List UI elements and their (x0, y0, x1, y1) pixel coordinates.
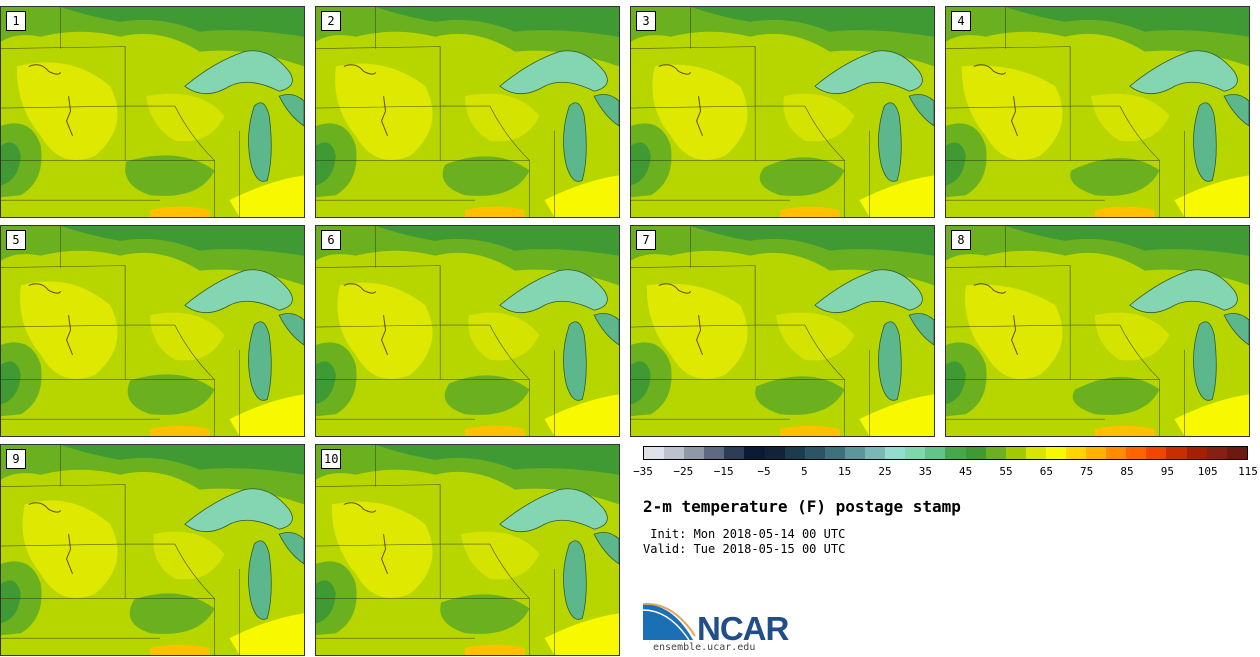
colorbar-tick-label: 25 (878, 465, 892, 478)
colorbar-tick-label: 35 (918, 465, 932, 478)
member-panel: 1 (0, 6, 305, 218)
member-panel: 2 (315, 6, 620, 218)
colorbar-segment (905, 447, 926, 459)
colorbar-tick-label: 85 (1120, 465, 1134, 478)
member-panel: 6 (315, 225, 620, 437)
temperature-map (1, 7, 304, 217)
panel-number: 5 (6, 230, 26, 250)
colorbar-segment (945, 447, 966, 459)
colorbar (643, 446, 1248, 460)
panel-number: 8 (951, 230, 971, 250)
colorbar-segment (1186, 447, 1207, 459)
temperature-map (946, 7, 1249, 217)
colorbar-segment (1146, 447, 1167, 459)
colorbar-segment (985, 447, 1006, 459)
colorbar-segment (965, 447, 986, 459)
colorbar-tick-label: 95 (1160, 465, 1174, 478)
colorbar-tick-label: 55 (999, 465, 1013, 478)
temperature-map (316, 7, 619, 217)
member-panel: 7 (630, 225, 935, 437)
init-time: Init: Mon 2018-05-14 00 UTC (643, 527, 846, 541)
panel-number: 10 (321, 449, 342, 469)
colorbar-segment (684, 447, 705, 459)
colorbar-ticks: −35 −25 −15 −5 5 15 25 35 45 55 65 75 85 95 105 115 (633, 465, 1258, 481)
temperature-map (631, 226, 934, 436)
panel-number: 1 (6, 11, 26, 31)
colorbar-tick-label: 45 (959, 465, 973, 478)
temperature-map (1, 445, 304, 655)
colorbar-tick-label: −25 (673, 465, 694, 478)
colorbar-segment (764, 447, 785, 459)
panel-number: 2 (321, 11, 341, 31)
colorbar-segment (824, 447, 845, 459)
colorbar-segment (1206, 447, 1227, 459)
colorbar-segment (644, 447, 665, 459)
colorbar-tick-label: 75 (1080, 465, 1094, 478)
figure-title: 2-m temperature (F) postage stamp (643, 497, 961, 516)
ncar-logo-icon (643, 602, 696, 641)
colorbar-tick-label: −15 (713, 465, 734, 478)
colorbar-tick-label: 115 (1238, 465, 1258, 478)
panel-number: 3 (636, 11, 656, 31)
member-panel: 8 (945, 225, 1250, 437)
colorbar-segment (704, 447, 725, 459)
colorbar-tick-label: 65 (1039, 465, 1053, 478)
site-url: ensemble.ucar.edu (653, 642, 756, 653)
colorbar-segment (925, 447, 946, 459)
temperature-map (946, 226, 1249, 436)
colorbar-segment (1086, 447, 1107, 459)
colorbar-segment (1106, 447, 1127, 459)
temperature-map (316, 226, 619, 436)
colorbar-segment (724, 447, 745, 459)
temperature-map (631, 7, 934, 217)
colorbar-segment (885, 447, 906, 459)
ncar-wordmark: NCAR (697, 610, 789, 647)
colorbar-segment (1005, 447, 1026, 459)
temperature-map (1, 226, 304, 436)
colorbar-segment (1126, 447, 1147, 459)
colorbar-tick-label: −5 (757, 465, 771, 478)
member-panel: 5 (0, 225, 305, 437)
member-panel: 3 (630, 6, 935, 218)
member-panel: 4 (945, 6, 1250, 218)
panel-number: 4 (951, 11, 971, 31)
colorbar-segment (744, 447, 765, 459)
colorbar-tick-label: 15 (838, 465, 852, 478)
panel-number: 7 (636, 230, 656, 250)
colorbar-segment (865, 447, 886, 459)
member-panel: 9 (0, 444, 305, 656)
colorbar-segment (1166, 447, 1187, 459)
colorbar-tick-label: −35 (633, 465, 653, 478)
colorbar-segment (1045, 447, 1066, 459)
panel-number: 9 (6, 449, 26, 469)
colorbar-segment (804, 447, 825, 459)
colorbar-segment (664, 447, 685, 459)
colorbar-segment (844, 447, 866, 459)
member-panel: 10 (315, 444, 620, 656)
colorbar-tick-label: 105 (1197, 465, 1218, 478)
temperature-map (316, 445, 619, 655)
colorbar-segment (1226, 447, 1247, 459)
colorbar-segment (1025, 447, 1046, 459)
colorbar-segment (1065, 447, 1087, 459)
colorbar-segment (784, 447, 805, 459)
valid-time: Valid: Tue 2018-05-15 00 UTC (643, 542, 846, 556)
colorbar-tick-label: 5 (801, 465, 808, 478)
panel-number: 6 (321, 230, 341, 250)
